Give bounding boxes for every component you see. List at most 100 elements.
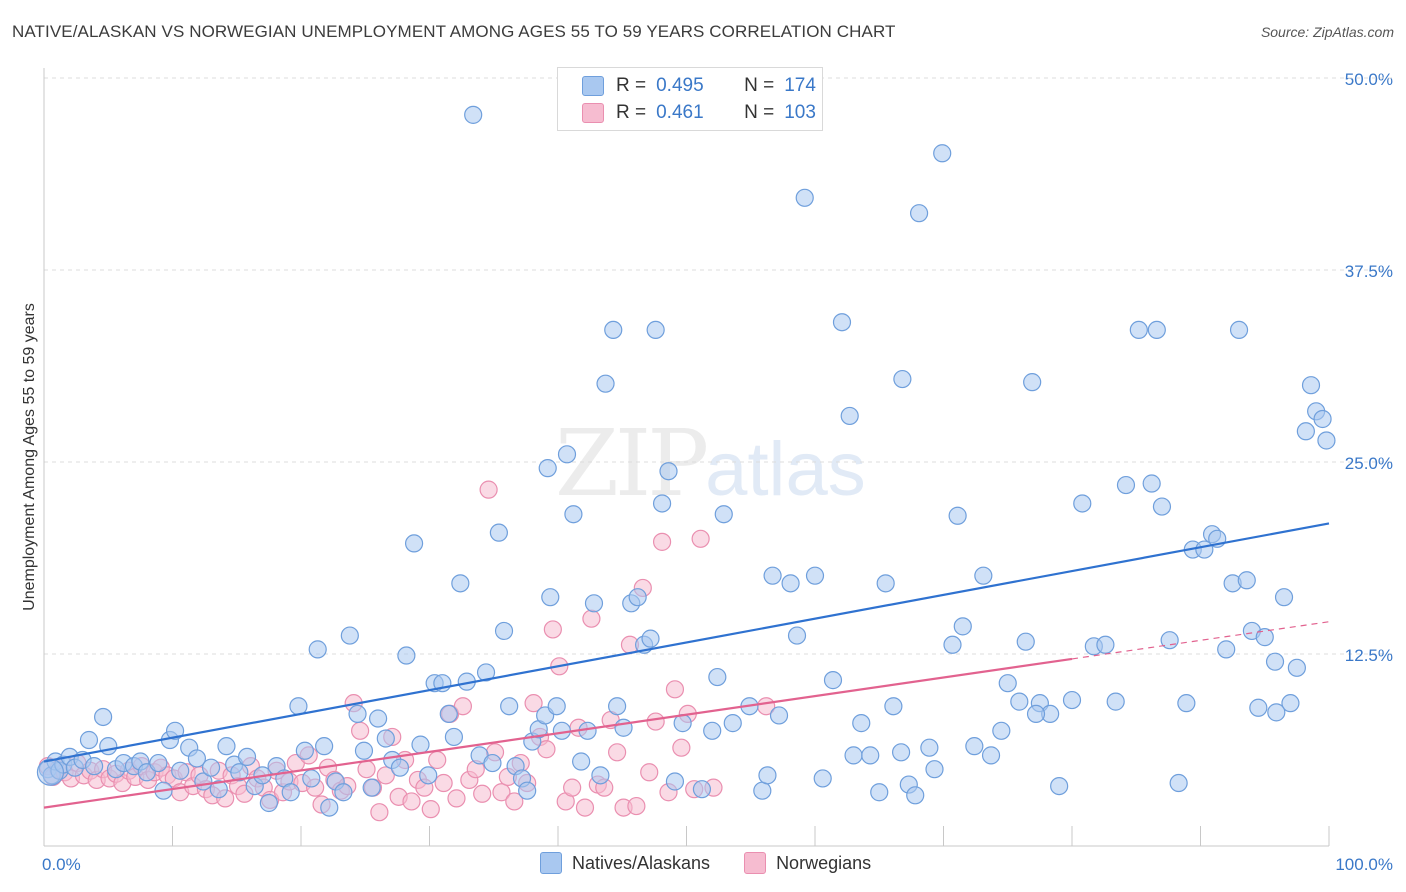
native-point-cluster bbox=[36, 758, 65, 786]
norwegian-point bbox=[434, 773, 453, 793]
native-point bbox=[943, 635, 962, 654]
native-point bbox=[1026, 704, 1046, 724]
legend-n-label: N = bbox=[744, 102, 775, 123]
y-tick-label: 12.5% bbox=[1345, 646, 1393, 665]
watermark: ZIPatlas bbox=[555, 410, 866, 517]
native-point bbox=[1169, 773, 1188, 793]
native-point bbox=[1147, 320, 1166, 340]
native-point bbox=[823, 671, 843, 690]
norwegian-point bbox=[627, 796, 646, 816]
native-point bbox=[483, 753, 502, 773]
native-trend-line bbox=[43, 522, 1330, 763]
native-point bbox=[295, 741, 314, 760]
native-point bbox=[1023, 373, 1042, 392]
native-point bbox=[708, 667, 727, 687]
native-point bbox=[604, 320, 623, 340]
native-point bbox=[974, 566, 993, 585]
native-point bbox=[489, 523, 508, 542]
y-tick-label: 37.5% bbox=[1345, 262, 1393, 281]
native-point bbox=[1177, 694, 1196, 713]
native-point bbox=[1265, 652, 1285, 671]
norwegian-point bbox=[505, 792, 524, 811]
norwegian-point bbox=[479, 480, 498, 499]
legend-row-natives: R = 0.495 N = 174 bbox=[582, 74, 816, 98]
native-point bbox=[703, 721, 722, 740]
norwegian-point bbox=[524, 694, 543, 713]
native-point bbox=[1255, 628, 1274, 647]
native-point bbox=[201, 758, 221, 777]
native-point bbox=[844, 746, 863, 765]
y-axis-label: Unemployment Among Ages 55 to 59 years bbox=[21, 303, 38, 611]
chart-title: NATIVE/ALASKAN VS NORWEGIAN UNEMPLOYMENT… bbox=[12, 22, 896, 41]
norwegian-point bbox=[582, 609, 601, 628]
native-point bbox=[1287, 658, 1306, 677]
legend-n-value: 174 bbox=[784, 75, 816, 96]
native-point bbox=[1317, 431, 1336, 450]
norwegian-point bbox=[473, 784, 492, 803]
legend-label-natives: Natives/Alaskans bbox=[572, 852, 711, 873]
norwegian-point bbox=[646, 712, 665, 731]
native-point bbox=[998, 674, 1017, 693]
y-tick-label: 50.0% bbox=[1345, 70, 1393, 89]
y-tick-label: 25.0% bbox=[1345, 454, 1393, 473]
native-point bbox=[572, 752, 591, 771]
legend-row-norwegians: R = 0.461 N = 103 bbox=[582, 101, 816, 125]
native-point bbox=[404, 534, 424, 553]
native-point bbox=[1152, 497, 1172, 516]
native-point bbox=[933, 144, 952, 163]
norwegian-point bbox=[492, 783, 511, 802]
native-point bbox=[584, 594, 604, 613]
legend-item-norwegians: Norwegians bbox=[744, 852, 871, 874]
native-point bbox=[763, 566, 782, 585]
native-point bbox=[1010, 692, 1029, 711]
native-point bbox=[99, 737, 118, 756]
native-point bbox=[909, 204, 929, 223]
native-point bbox=[259, 793, 278, 813]
norwegian-point bbox=[672, 738, 691, 757]
native-point bbox=[451, 574, 470, 593]
native-point bbox=[591, 766, 610, 785]
native-point bbox=[852, 714, 871, 733]
native-point bbox=[608, 697, 627, 716]
native-point bbox=[348, 704, 367, 724]
native-point bbox=[94, 707, 113, 727]
native-point bbox=[1106, 692, 1125, 711]
native-point bbox=[500, 697, 519, 716]
norwegian-point bbox=[447, 789, 466, 808]
native-point bbox=[464, 105, 483, 124]
native-point bbox=[149, 753, 168, 773]
native-point bbox=[1129, 320, 1148, 340]
native-point bbox=[714, 505, 733, 524]
native-point bbox=[805, 566, 825, 585]
native-point bbox=[795, 188, 814, 207]
native-point bbox=[614, 718, 633, 737]
native-point bbox=[876, 574, 895, 593]
legend-r-value: 0.461 bbox=[656, 102, 704, 123]
native-point bbox=[920, 738, 939, 757]
native-point bbox=[891, 743, 911, 762]
stats-legend: R = 0.495 N = 174 R = 0.461 N = 103 bbox=[557, 67, 823, 131]
native-point bbox=[538, 459, 557, 478]
native-point bbox=[1274, 588, 1294, 607]
native-point bbox=[628, 588, 647, 607]
native-point bbox=[557, 445, 577, 464]
norwegian-point bbox=[575, 798, 595, 817]
series-legend: Natives/Alaskans Norwegians bbox=[540, 852, 905, 874]
norwegian-point bbox=[402, 792, 421, 811]
legend-item-natives: Natives/Alaskans bbox=[540, 852, 710, 874]
native-point bbox=[165, 721, 185, 740]
native-point bbox=[646, 320, 665, 340]
native-point bbox=[439, 704, 458, 724]
norwegian-point bbox=[665, 680, 685, 699]
native-point bbox=[1281, 694, 1300, 713]
norwegian-point bbox=[376, 766, 395, 785]
native-point bbox=[1237, 571, 1256, 590]
native-point bbox=[953, 617, 972, 636]
norwegian-point bbox=[543, 620, 562, 639]
native-point bbox=[665, 772, 685, 791]
legend-label-norwegians: Norwegians bbox=[776, 852, 872, 873]
native-point bbox=[564, 505, 583, 524]
norwegian-point bbox=[428, 750, 447, 770]
native-point bbox=[1116, 475, 1136, 495]
native-point bbox=[1096, 635, 1115, 654]
